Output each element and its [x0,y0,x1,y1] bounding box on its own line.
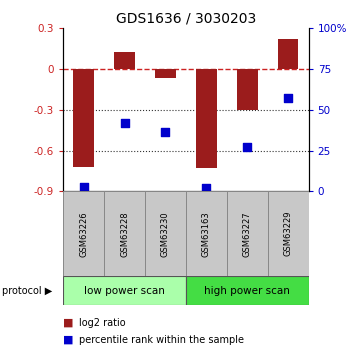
Text: protocol ▶: protocol ▶ [2,286,52,296]
Bar [186,276,309,305]
Text: GSM63229: GSM63229 [284,211,293,256]
Point [285,95,291,101]
Text: log2 ratio: log2 ratio [79,318,126,327]
Bar [186,191,227,276]
Point [204,186,209,191]
Bar [227,191,268,276]
Text: GSM63228: GSM63228 [120,211,129,257]
Bar [278,39,299,69]
Bar [155,69,176,78]
Text: GSM63227: GSM63227 [243,211,252,257]
Bar [73,69,94,167]
Bar [63,191,104,276]
Bar [104,191,145,276]
Point [162,130,168,135]
Point [122,120,127,125]
Bar [63,276,186,305]
Bar [114,52,135,69]
Text: ■: ■ [63,318,74,327]
Bar [145,191,186,276]
Text: GSM63163: GSM63163 [202,211,211,257]
Title: GDS1636 / 3030203: GDS1636 / 3030203 [116,11,256,25]
Text: high power scan: high power scan [204,286,290,296]
Bar [196,69,217,168]
Bar [237,69,257,109]
Point [244,145,250,150]
Text: percentile rank within the sample: percentile rank within the sample [79,335,244,345]
Point [81,184,87,189]
Text: GSM63230: GSM63230 [161,211,170,257]
Text: low power scan: low power scan [84,286,165,296]
Text: ■: ■ [63,335,74,345]
Bar [268,191,309,276]
Text: GSM63226: GSM63226 [79,211,88,257]
